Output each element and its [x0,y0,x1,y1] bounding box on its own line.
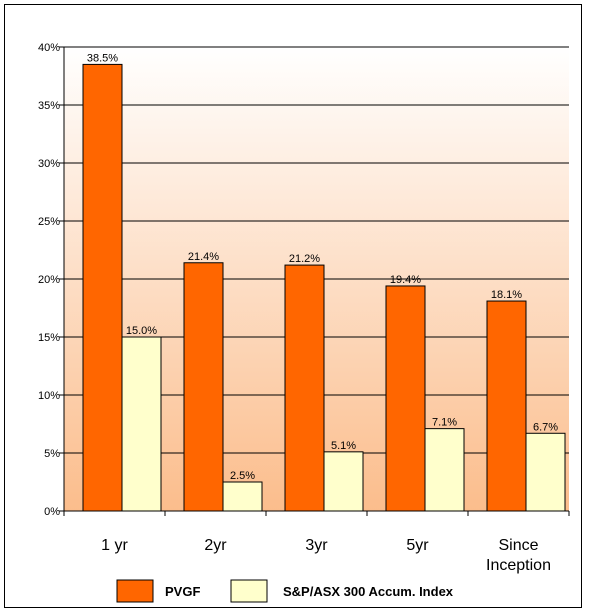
legend-swatch [230,579,268,603]
bar-index [323,451,364,512]
data-label: 18.1% [491,289,522,301]
legend-swatch [116,579,154,603]
y-tick-label: 10% [38,390,60,402]
bar-pvgf [183,262,224,512]
x-tick-label: Since [498,537,538,554]
x-tick-label: 2yr [204,537,227,554]
data-label: 5.1% [331,440,356,452]
chart-frame: 0% 5% 10% 15% 20% 25% 30% 35% 40% 38.5% 15.0% 21.4… [4,4,582,608]
y-axis: 0% 5% 10% 15% 20% 25% 30% 35% 40% [38,42,65,518]
bar-pvgf [385,285,426,512]
bar-index [222,481,263,512]
legend-label: S&P/ASX 300 Accum. Index [283,584,454,599]
x-tick-label: Inception [486,557,551,574]
legend-label: PVGF [165,584,200,599]
bar-index [424,428,465,512]
bar-pvgf [82,63,123,512]
data-label: 38.5% [87,52,118,64]
bar-index [121,336,162,512]
y-tick-label: 5% [44,448,60,460]
y-tick-label: 0% [44,506,60,518]
data-label: 7.1% [432,417,457,429]
data-label: 19.4% [390,274,421,286]
y-tick-label: 40% [38,42,60,54]
data-label: 2.5% [230,470,255,482]
y-tick-label: 35% [38,100,60,112]
bar-pvgf [284,264,325,512]
y-tick-label: 25% [38,216,60,228]
x-tick-label: 3yr [305,537,328,554]
data-label: 21.2% [289,253,320,265]
data-label: 21.4% [188,251,219,263]
x-tick-label: 5yr [406,537,429,554]
y-tick-label: 15% [38,332,60,344]
x-tick-label: 1 yr [101,537,128,554]
y-tick-label: 20% [38,274,60,286]
data-label: 15.0% [126,325,157,337]
legend: PVGF S&P/ASX 300 Accum. Index [116,579,454,603]
bar-chart: 0% 5% 10% 15% 20% 25% 30% 35% 40% 38.5% 15.0% 21.4… [38,42,570,603]
y-tick-label: 30% [38,158,60,170]
bar-pvgf [486,300,527,512]
data-label: 6.7% [533,421,558,433]
bars: 38.5% 15.0% 21.4% 2.5% 21.2% 5.1% 19.4% 7.1% 18.… [82,52,566,512]
bar-index [525,432,566,512]
x-axis: 1 yr 2yr 3yr 5yr Since Inception [63,510,570,574]
